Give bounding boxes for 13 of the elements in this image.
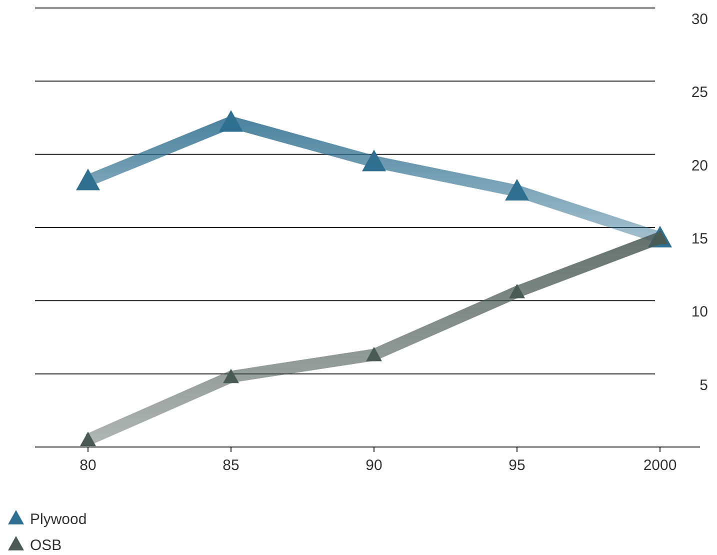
x-tick-label: 90 [366, 457, 382, 474]
x-tick-label: 95 [508, 457, 526, 474]
y-tick-label: 15 [691, 230, 708, 248]
x-tick-label: 85 [222, 457, 240, 474]
y-tick-label: 10 [691, 304, 708, 321]
x-tick-label: 2000 [643, 457, 677, 474]
x-tick-label: 80 [80, 457, 96, 474]
y-tick-label: 20 [691, 157, 708, 174]
legend-label: Plywood [30, 511, 87, 528]
y-tick-label: 25 [691, 84, 708, 102]
legend-label: OSB [30, 537, 62, 554]
y-tick-label: 30 [691, 11, 708, 28]
y-tick-label: 5 [700, 376, 708, 394]
